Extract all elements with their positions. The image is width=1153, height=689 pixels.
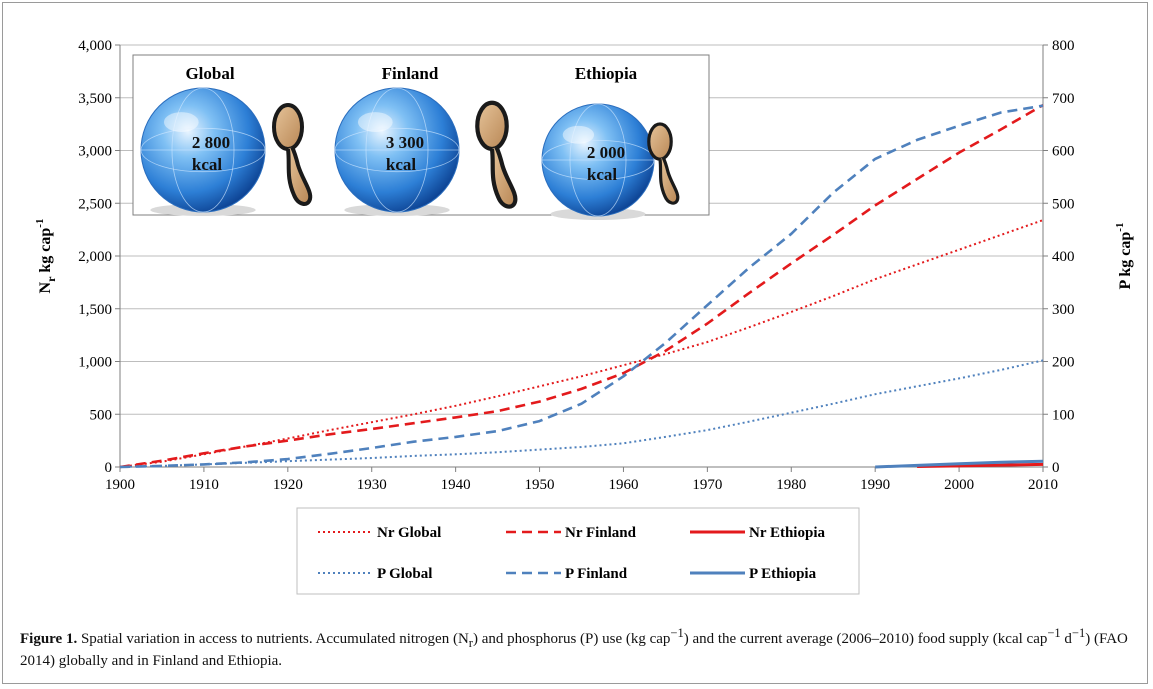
x-tick-label: 1910 xyxy=(189,477,219,493)
globe-highlight xyxy=(357,112,393,133)
spoon-bowl xyxy=(272,103,304,151)
spoon-icon xyxy=(647,122,680,205)
y-left-title-rest: kg cap xyxy=(37,228,54,277)
spoon-handle xyxy=(489,145,518,209)
globe-highlight xyxy=(562,125,595,144)
x-tick-label: 1970 xyxy=(692,477,722,493)
legend-label: Nr Global xyxy=(377,525,441,541)
kcal-value: 2 000 xyxy=(587,143,625,162)
series-line-nr-global xyxy=(119,219,1044,468)
caption-text-5: ) (FAO 2014) globally and in Finland and… xyxy=(20,631,1128,669)
x-tick-label: 1900 xyxy=(105,477,135,493)
kcal-unit: kcal xyxy=(587,165,618,184)
caption-text-2: ) and phosphorus (P) use (kg cap xyxy=(472,631,671,647)
caption-text-1: Spatial variation in access to nutrients… xyxy=(77,631,469,647)
spoon-icon xyxy=(272,103,313,206)
spoon-bowl xyxy=(475,100,509,152)
axes: 0 500 1,000 1,500 2,000 2,500 3,000 3,500 4,000 0… xyxy=(34,38,1134,493)
x-tick-label: 1930 xyxy=(357,477,387,493)
inset-panel: Global 2 800 kcal Finland 3 300 kcal Ethiopia 2… xyxy=(132,54,710,220)
series-line-p-ethiopia xyxy=(875,459,1044,469)
y-left-tick-label: 500 xyxy=(90,407,113,423)
x-tick-label: 1980 xyxy=(776,477,806,493)
y-left-title-sup: -1 xyxy=(34,219,46,228)
x-tick-label: 1920 xyxy=(273,477,303,493)
caption-sup-1: −1 xyxy=(670,626,684,640)
y-left-tick-label: 0 xyxy=(105,460,113,476)
series-line-nr-finland xyxy=(119,103,1044,469)
y-left-title-n: N xyxy=(37,281,54,293)
y-left-tick-label: 1,000 xyxy=(78,355,112,371)
legend-label: Nr Ethiopia xyxy=(749,525,825,541)
legend-label: P Finland xyxy=(565,566,628,582)
y-right-tick-label: 100 xyxy=(1052,407,1075,423)
x-tick-label: 1940 xyxy=(441,477,471,493)
kcal-value: 3 300 xyxy=(386,133,424,152)
kcal-unit: kcal xyxy=(386,155,417,174)
y-right-title-main: P kg cap xyxy=(1117,232,1134,290)
x-tick-label: 1990 xyxy=(860,477,890,493)
legend: Nr Global Nr Finland Nr Ethiopia P Global P … xyxy=(296,507,860,595)
spoon-icon xyxy=(475,100,518,209)
kcal-unit: kcal xyxy=(192,155,223,174)
globe-highlight xyxy=(163,112,199,133)
spoon-bowl xyxy=(647,122,673,161)
caption-sup-2: −1 xyxy=(1047,626,1061,640)
y-left-tick-label: 2,500 xyxy=(78,196,112,212)
y-right-tick-label: 200 xyxy=(1052,355,1075,371)
caption-sub-r: r xyxy=(468,636,473,650)
caption-text-4: d xyxy=(1060,631,1072,647)
x-tick-label: 1950 xyxy=(525,477,555,493)
y-right-tick-label: 500 xyxy=(1052,196,1075,212)
y-right-tick-label: 300 xyxy=(1052,302,1075,318)
series-line-p-finland xyxy=(119,104,1044,469)
y-left-tick-label: 1,500 xyxy=(78,302,112,318)
legend-label: P Ethiopia xyxy=(749,566,817,582)
x-tick-label: 2010 xyxy=(1028,477,1058,493)
y-right-tick-label: 0 xyxy=(1052,460,1060,476)
inset-title: Global xyxy=(185,64,234,83)
y-left-axis-title: Nr kg cap-1 xyxy=(34,219,58,294)
caption-sup-3: −1 xyxy=(1071,626,1086,640)
spoon-handle xyxy=(658,156,680,205)
spoon-handle xyxy=(286,146,313,206)
caption-text-3: ) and the current average (2006–2010) fo… xyxy=(683,631,1048,647)
y-right-tick-label: 700 xyxy=(1052,91,1075,107)
y-right-tick-label: 600 xyxy=(1052,144,1075,160)
series-lines xyxy=(119,103,1044,469)
legend-label: P Global xyxy=(377,566,432,582)
x-tick-label: 2000 xyxy=(944,477,974,493)
legend-label: Nr Finland xyxy=(565,525,637,541)
series-line-p-global xyxy=(119,359,1044,468)
chart: 0 500 1,000 1,500 2,000 2,500 3,000 3,500 4,000 0… xyxy=(34,38,1134,595)
y-left-tick-label: 3,000 xyxy=(78,144,112,160)
y-right-tick-label: 800 xyxy=(1052,38,1075,54)
legend-box xyxy=(296,507,860,595)
inset-title: Ethiopia xyxy=(575,64,638,83)
y-right-axis-title: P kg cap-1 xyxy=(1114,223,1134,290)
y-right-tick-label: 400 xyxy=(1052,249,1075,265)
y-right-title-sup: -1 xyxy=(1114,223,1126,232)
kcal-value: 2 800 xyxy=(192,133,230,152)
inset-title: Finland xyxy=(382,64,439,83)
x-tick-label: 1960 xyxy=(608,477,638,493)
y-left-tick-label: 4,000 xyxy=(78,38,112,54)
figure-caption: Figure 1. Spatial variation in access to… xyxy=(20,624,1130,670)
y-left-title-sub: r xyxy=(44,276,58,282)
caption-label: Figure 1. xyxy=(20,631,78,647)
series-line-nr-ethiopia xyxy=(917,462,1044,468)
y-left-tick-label: 2,000 xyxy=(78,249,112,265)
y-left-tick-label: 3,500 xyxy=(78,91,112,107)
